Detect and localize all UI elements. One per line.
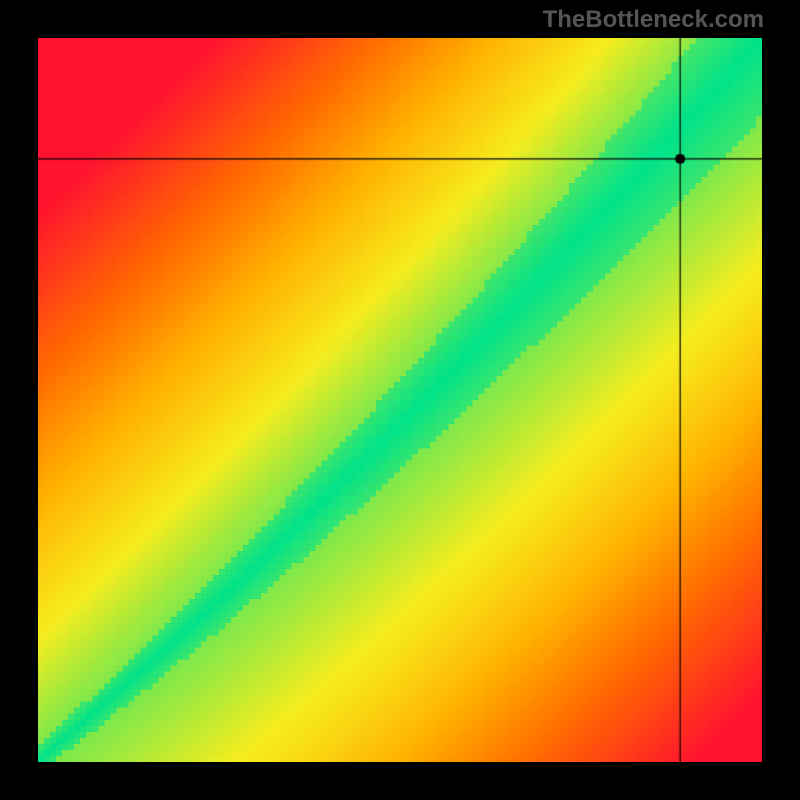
figure-container: TheBottleneck.com	[0, 0, 800, 800]
heatmap-overlay	[38, 38, 762, 762]
watermark-text: TheBottleneck.com	[543, 6, 764, 34]
